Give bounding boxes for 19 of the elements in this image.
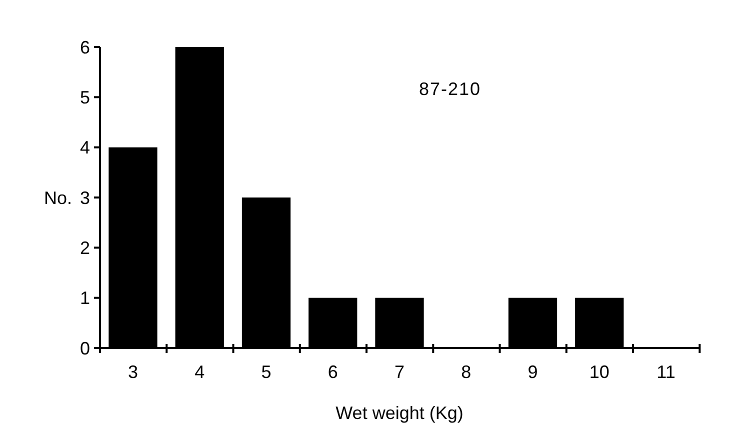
x-tick-label: 3 bbox=[128, 362, 138, 382]
x-axis-title: Wet weight (Kg) bbox=[336, 403, 464, 423]
x-tick-label: 5 bbox=[261, 362, 272, 382]
y-tick-label: 2 bbox=[80, 238, 90, 258]
y-tick-label: 4 bbox=[80, 138, 90, 158]
x-tick-label: 7 bbox=[394, 362, 405, 382]
x-tick-label: 10 bbox=[589, 362, 610, 382]
x-tick-label: 8 bbox=[461, 362, 472, 382]
y-tick-label: 5 bbox=[80, 87, 90, 108]
y-axis-title: No. bbox=[44, 188, 72, 208]
x-tick-label: 4 bbox=[194, 362, 205, 382]
y-tick-label: 6 bbox=[80, 37, 90, 58]
y-tick-label: 1 bbox=[80, 288, 90, 308]
x-tick-label: 11 bbox=[656, 362, 676, 382]
x-tick-label: 6 bbox=[328, 362, 338, 382]
x-tick-label: 9 bbox=[528, 362, 538, 382]
annotation: 87-210 bbox=[418, 79, 482, 99]
y-tick-label: 3 bbox=[80, 188, 90, 208]
y-tick-label: 0 bbox=[80, 338, 90, 358]
